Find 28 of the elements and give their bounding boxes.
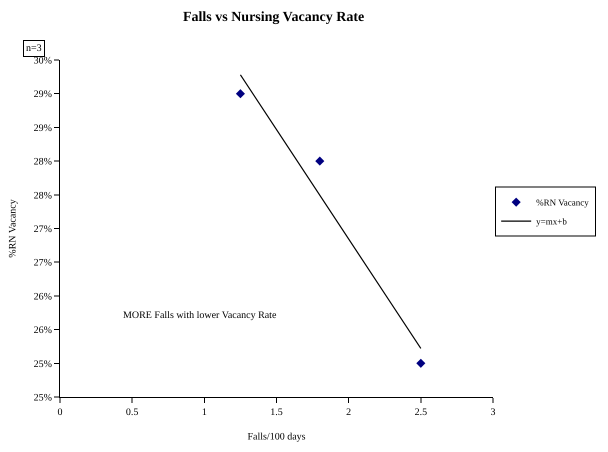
y-tick-label: 25%: [34, 358, 52, 370]
text: n=3: [26, 43, 42, 54]
y-tick-label: 29%: [34, 89, 52, 100]
y-tick-label: 29%: [34, 122, 52, 134]
y-tick-label: 25%: [34, 392, 52, 404]
x-tick-label: 0: [58, 407, 62, 418]
point: [416, 358, 426, 368]
y-tick-label: 27%: [34, 224, 52, 235]
y-tick-label: 26%: [34, 325, 52, 336]
x-tick-label: 3: [490, 407, 496, 418]
y-tick-label: 26%: [34, 291, 52, 302]
x-tick-label: 1: [202, 407, 207, 418]
y-tick-label: 28%: [34, 156, 52, 168]
x-axis-title: Falls/100 days: [247, 432, 306, 442]
point: [236, 89, 245, 98]
x-tick-label: 0.5: [126, 407, 138, 418]
y-tick-label: 27%: [34, 258, 52, 269]
y-tick-label: 30%: [34, 56, 52, 66]
x-tick-label: 2: [346, 407, 352, 418]
legend-label: %RN Vacancy: [536, 198, 590, 208]
annotation: MORE Falls with lower Vacancy Rate: [123, 310, 277, 321]
y-tick-label: 28%: [34, 190, 52, 202]
x-tick-label: 2.5: [414, 407, 428, 418]
point: [315, 156, 324, 166]
x-tick-label: 1.5: [270, 407, 283, 418]
y-axis-title: %RN Vacancy: [8, 199, 19, 258]
legend-label: y=mx+b: [536, 216, 568, 227]
chart-title: Falls vs Nursing Vacancy Rate: [182, 10, 364, 26]
